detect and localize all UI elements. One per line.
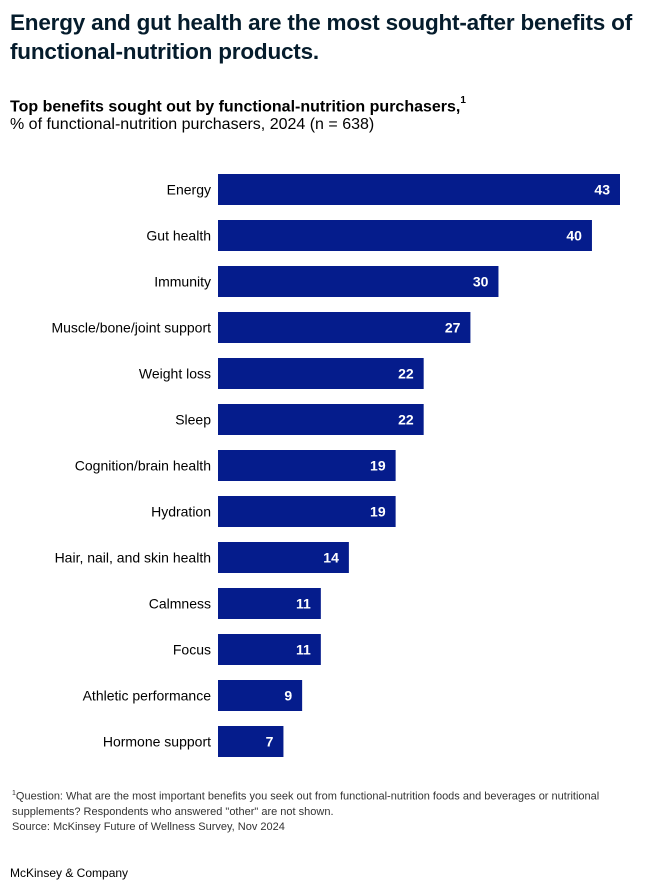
value-label: 40	[566, 228, 582, 244]
category-label: Calmness	[149, 596, 211, 612]
value-label: 43	[594, 182, 610, 198]
headline: Energy and gut health are the most sough…	[10, 10, 633, 64]
category-label: Gut health	[146, 228, 211, 244]
bar	[218, 358, 424, 389]
brand-logo-text: McKinsey & Company	[10, 866, 129, 880]
category-label: Hormone support	[103, 734, 211, 750]
category-label: Hydration	[151, 504, 211, 520]
bar	[218, 450, 396, 481]
category-label: Muscle/bone/joint support	[51, 320, 211, 336]
bar	[218, 220, 592, 251]
chart-title-footnote-marker: 1	[460, 95, 466, 106]
footnote-question: 1Question: What are the most important b…	[12, 786, 642, 820]
bar	[218, 680, 303, 711]
category-label: Hair, nail, and skin health	[55, 550, 211, 566]
category-label: Focus	[173, 642, 211, 658]
category-label: Energy	[167, 182, 211, 198]
value-label: 22	[398, 412, 414, 428]
value-label: 27	[445, 320, 461, 336]
footnote-source: Source: McKinsey Future of Wellness Surv…	[12, 820, 285, 833]
footnote-question-text: Question: What are the most important be…	[12, 790, 600, 818]
category-label: Cognition/brain health	[75, 458, 211, 474]
bar	[218, 542, 349, 573]
footnote-marker: 1	[12, 790, 16, 797]
value-label: 22	[398, 366, 414, 382]
category-label: Athletic performance	[83, 688, 212, 704]
bar	[218, 496, 396, 527]
value-label: 11	[296, 642, 311, 658]
chart-title: Top benefits sought out by functional-nu…	[10, 93, 650, 117]
value-label: 11	[296, 596, 311, 612]
bar-chart: Energy 43 Gut health 40 Immunity 30 Muscle/bon…	[51, 174, 620, 757]
bar	[218, 174, 620, 205]
value-label: 14	[323, 550, 339, 566]
value-label: 7	[266, 734, 274, 750]
bar	[218, 726, 284, 757]
category-label: Sleep	[175, 412, 211, 428]
bar	[218, 404, 424, 435]
category-label: Weight loss	[139, 366, 211, 382]
value-label: 30	[473, 274, 489, 290]
bar	[218, 266, 499, 297]
value-label: 19	[370, 504, 386, 520]
category-label: Immunity	[154, 274, 211, 290]
bar	[218, 312, 471, 343]
value-label: 9	[284, 688, 292, 704]
bar	[218, 588, 321, 619]
footnote: 1Question: What are the most important b…	[12, 786, 642, 835]
chart-title-text: Top benefits sought out by functional-nu…	[10, 98, 461, 116]
value-label: 19	[370, 458, 386, 474]
bar	[218, 634, 321, 665]
chart-subtitle: % of functional-nutrition purchasers, 20…	[10, 116, 375, 133]
